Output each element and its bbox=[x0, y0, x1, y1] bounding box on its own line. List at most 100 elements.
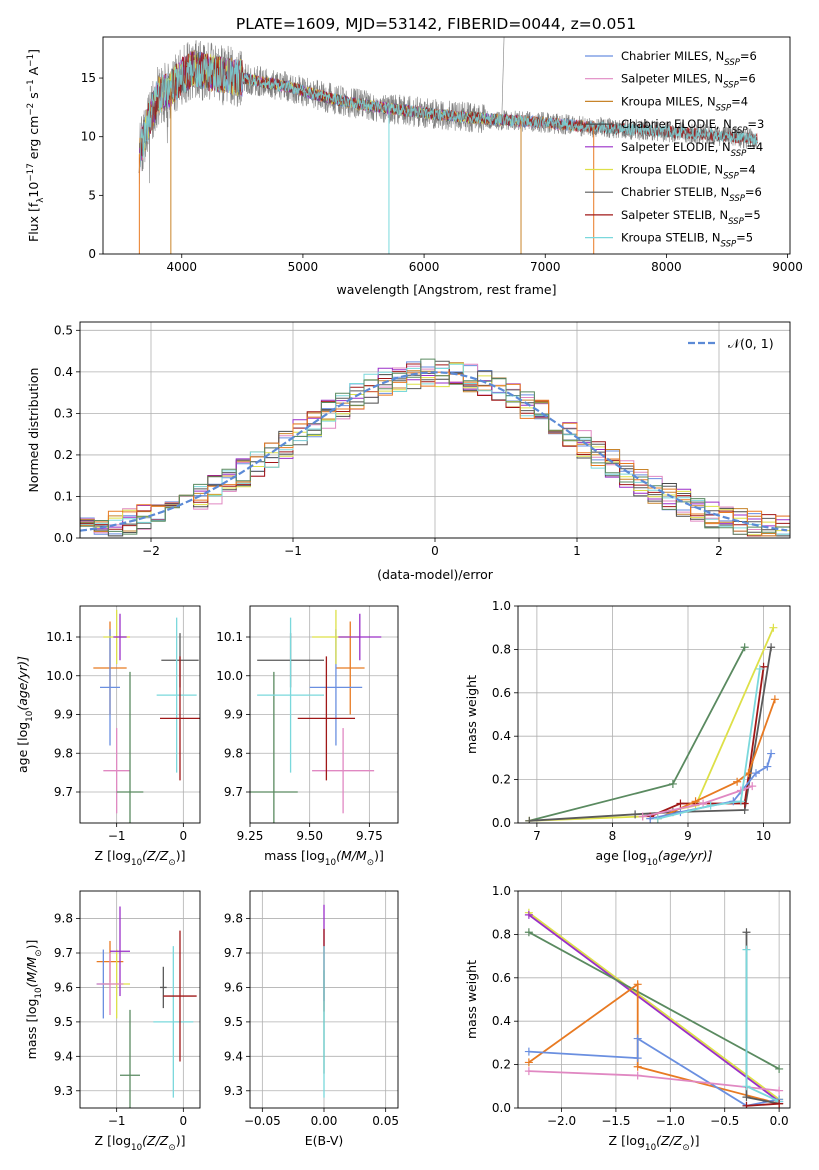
x-tick-label: 0.00 bbox=[311, 1114, 338, 1128]
legend-entry: Salpeter ELODIE, NSSP=4 bbox=[621, 140, 763, 159]
plot-area bbox=[250, 609, 382, 823]
y-tick-label: 9.8 bbox=[54, 746, 73, 760]
y-axis-label: Normed distribution bbox=[26, 368, 41, 493]
marker-green bbox=[740, 643, 749, 652]
y-tick-label: 0.6 bbox=[492, 686, 511, 700]
x-tick-label: 6000 bbox=[409, 260, 440, 274]
model-spectrum-krou_stelib bbox=[138, 56, 758, 173]
chart-age_vs_Z: −1 0 9.7 9.8 9.9 10.0 10.1 Z [log10(Z/Z⊙)] age [… bbox=[15, 605, 201, 868]
x-tick-label: −1.5 bbox=[601, 1114, 630, 1128]
marker-salp_stelib bbox=[759, 662, 768, 671]
marker-chab_stelib bbox=[742, 928, 751, 937]
marker-salp_miles bbox=[638, 812, 647, 821]
y-tick-label: 0.4 bbox=[492, 729, 511, 743]
x-tick-label: 9 bbox=[684, 829, 692, 843]
chart-weight_vs_age: 7 8 9 10 0.0 0.2 0.4 0.6 0.8 1.0 age [log10(age/yr… bbox=[464, 599, 791, 868]
y-tick-label: 0.6 bbox=[492, 971, 511, 985]
axes-frame bbox=[79, 890, 201, 1109]
marker-salp_stelib bbox=[775, 1099, 784, 1108]
marker-salp_stelib bbox=[676, 799, 685, 808]
y-tick-label: 10.1 bbox=[46, 630, 73, 644]
y-tick-label: 0.8 bbox=[492, 642, 511, 656]
series-line-krou_stelib bbox=[657, 668, 761, 820]
x-tick-label: 7 bbox=[533, 829, 541, 843]
x-axis-label: E(B-V) bbox=[305, 1133, 344, 1148]
x-tick-label: 0 bbox=[431, 544, 439, 558]
x-tick-label: −2 bbox=[142, 544, 160, 558]
marker-green bbox=[668, 779, 677, 788]
x-tick-label: 10 bbox=[756, 829, 771, 843]
marker-chab_stelib bbox=[767, 643, 776, 652]
marker-chab_miles bbox=[646, 814, 655, 823]
x-axis-label: Z [log10(Z/Z⊙)] bbox=[95, 1133, 186, 1153]
x-axis-label: wavelength [Angstrom, rest frame] bbox=[336, 282, 556, 297]
x-tick-label: 2 bbox=[715, 544, 723, 558]
x-tick-label: −0.05 bbox=[244, 1114, 281, 1128]
y-tick-label: 9.5 bbox=[54, 1015, 73, 1029]
series-line-salp_miles bbox=[642, 785, 753, 818]
x-tick-label: 5000 bbox=[288, 260, 319, 274]
marker-orange bbox=[691, 797, 700, 806]
grid bbox=[80, 322, 790, 539]
y-tick-label: 10 bbox=[81, 130, 96, 144]
ticks: −2.0 −1.5 −1.0 −0.5 0.0 0.0 0.2 0.4 0.6 0.8 1.0 bbox=[492, 884, 789, 1128]
y-tick-label: 0.4 bbox=[492, 1014, 511, 1028]
ticks: −1 0 9.3 9.4 9.5 9.6 9.7 9.8 bbox=[54, 912, 187, 1128]
marker-salp_miles bbox=[699, 799, 708, 808]
y-tick-label: 9.5 bbox=[224, 1015, 243, 1029]
marker-green bbox=[524, 928, 533, 937]
ticks: −2 −1 0 1 2 0.0 0.1 0.2 0.3 0.4 0.5 bbox=[54, 323, 723, 558]
y-tick-label: 9.7 bbox=[54, 946, 73, 960]
x-tick-label: 0.0 bbox=[770, 1114, 789, 1128]
x-tick-label: 0 bbox=[180, 829, 188, 843]
y-tick-label: 0.2 bbox=[492, 773, 511, 787]
y-tick-label: 9.4 bbox=[54, 1049, 73, 1063]
x-tick-label: 9.25 bbox=[237, 829, 264, 843]
marker-green bbox=[775, 1064, 784, 1073]
series-line-orange bbox=[528, 982, 780, 1105]
ticks: 7 8 9 10 0.0 0.2 0.4 0.6 0.8 1.0 bbox=[492, 599, 771, 843]
axes-frame bbox=[249, 890, 399, 1109]
y-tick-label: 10.1 bbox=[216, 630, 243, 644]
marker-chab_miles bbox=[633, 1054, 642, 1063]
plot-area bbox=[525, 623, 779, 823]
marker-krou_stelib bbox=[742, 1082, 751, 1091]
ticks: 4000 5000 6000 7000 8000 9000 0 5 10 15 bbox=[81, 71, 803, 274]
series-line-salp_stelib bbox=[649, 666, 765, 818]
x-tick-label: −1 bbox=[108, 829, 126, 843]
normal-curve bbox=[80, 371, 788, 532]
ticks: 9.25 9.50 9.75 9.7 9.8 9.9 10.0 10.1 bbox=[216, 630, 382, 843]
x-tick-label: 8 bbox=[609, 829, 617, 843]
x-tick-label: −2.0 bbox=[547, 1114, 576, 1128]
axes-frame bbox=[79, 605, 201, 824]
ticks: −0.05 0.00 0.05 9.3 9.4 9.5 9.6 9.7 9.8 bbox=[224, 912, 399, 1128]
y-tick-label: 5 bbox=[88, 188, 96, 202]
ticks: −1 0 9.7 9.8 9.9 10.0 10.1 bbox=[46, 630, 187, 843]
y-tick-label: 9.8 bbox=[54, 912, 73, 926]
model-spectrum-salp_stelib bbox=[138, 51, 758, 174]
x-axis-label: Z [log10(Z/Z⊙)] bbox=[609, 1133, 700, 1153]
chart-spectrum: 4000 5000 6000 7000 8000 9000 0 5 10 15 wavelength… bbox=[26, 36, 803, 297]
marker-salp_stelib bbox=[742, 1101, 751, 1108]
marker-krou_elodie bbox=[769, 623, 778, 632]
plot-area bbox=[524, 908, 784, 1108]
y-tick-label: 9.8 bbox=[224, 746, 243, 760]
y-tick-label: 0.0 bbox=[492, 816, 511, 830]
marker-chab_miles bbox=[752, 769, 760, 778]
marker-chab_stelib bbox=[631, 810, 640, 819]
x-tick-label: 4000 bbox=[166, 260, 197, 274]
x-axis-label: Z [log10(Z/Z⊙)] bbox=[95, 848, 186, 868]
grid bbox=[249, 606, 398, 823]
legend-entry: Kroupa ELODIE, NSSP=4 bbox=[621, 163, 756, 182]
x-tick-label: 7000 bbox=[530, 260, 561, 274]
chart-weight_vs_Z: −2.0 −1.5 −1.0 −0.5 0.0 0.0 0.2 0.4 0.6 0.8 1.0 Z [… bbox=[464, 884, 791, 1153]
series-line-salp_elodie bbox=[528, 914, 780, 1103]
y-tick-label: 15 bbox=[81, 71, 96, 85]
chart-age_vs_mass: 9.25 9.50 9.75 9.7 9.8 9.9 10.0 10.1 mass [log10… bbox=[216, 605, 399, 868]
series-line-green bbox=[528, 931, 780, 1070]
y-tick-label: 0.0 bbox=[492, 1101, 511, 1115]
y-tick-label: 9.9 bbox=[54, 708, 73, 722]
legend-entry: Kroupa STELIB, NSSP=5 bbox=[621, 231, 753, 250]
x-tick-label: 8000 bbox=[651, 260, 682, 274]
